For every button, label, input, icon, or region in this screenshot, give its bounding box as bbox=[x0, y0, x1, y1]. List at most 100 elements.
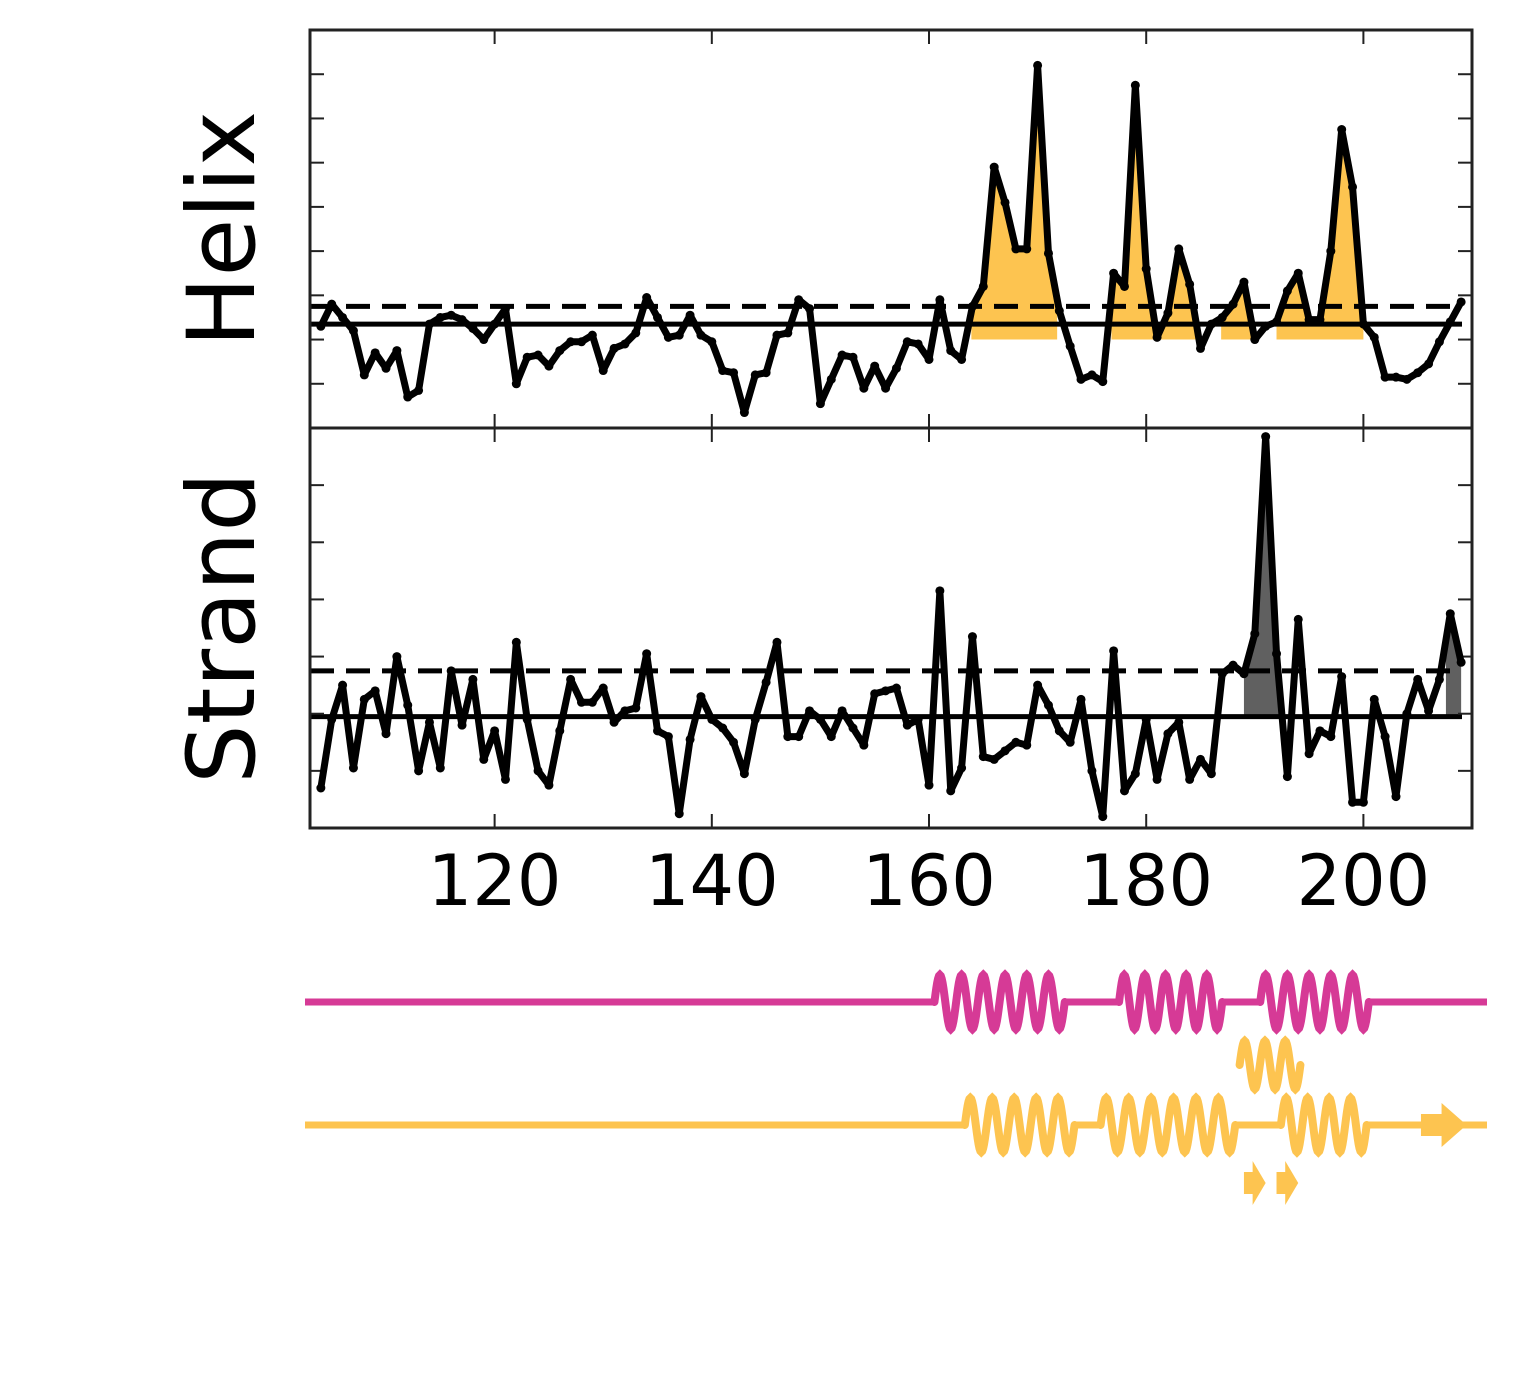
data-point bbox=[1272, 317, 1282, 327]
data-point bbox=[1282, 772, 1292, 782]
data-point bbox=[1413, 368, 1423, 378]
data-point bbox=[1174, 717, 1184, 727]
data-point bbox=[848, 352, 858, 362]
data-point bbox=[957, 354, 967, 364]
data-point bbox=[750, 370, 760, 380]
data-point bbox=[870, 361, 880, 371]
data-point bbox=[1424, 706, 1434, 716]
data-point bbox=[1196, 754, 1206, 764]
data-point bbox=[739, 769, 749, 779]
data-point bbox=[544, 361, 554, 371]
data-point bbox=[1337, 672, 1347, 682]
data-point bbox=[826, 732, 836, 742]
data-point bbox=[761, 368, 771, 378]
data-point bbox=[1196, 343, 1206, 353]
data-point bbox=[696, 692, 706, 702]
x-tick-label: 140 bbox=[645, 840, 779, 922]
data-point bbox=[707, 337, 717, 347]
data-point bbox=[1217, 669, 1227, 679]
data-point bbox=[1033, 680, 1043, 690]
data-point bbox=[457, 720, 467, 730]
data-point bbox=[1239, 669, 1249, 679]
data-point bbox=[1250, 335, 1260, 345]
data-point bbox=[1402, 374, 1412, 384]
data-point bbox=[1141, 264, 1151, 274]
data-point bbox=[783, 732, 793, 742]
data-point bbox=[468, 674, 478, 684]
data-point bbox=[913, 714, 923, 724]
data-point bbox=[1250, 629, 1260, 639]
helix bbox=[1115, 969, 1227, 1035]
data-point bbox=[1054, 306, 1064, 316]
data-point bbox=[729, 737, 739, 747]
data-point bbox=[1000, 197, 1010, 207]
data-point bbox=[327, 299, 337, 309]
data-point bbox=[1119, 786, 1129, 796]
data-point bbox=[685, 734, 695, 744]
data-point bbox=[707, 714, 717, 724]
data-point bbox=[555, 346, 565, 356]
data-point bbox=[566, 337, 576, 347]
x-tick-label: 200 bbox=[1297, 840, 1431, 922]
data-point bbox=[1369, 332, 1379, 342]
data-point bbox=[1261, 432, 1271, 442]
data-point bbox=[587, 330, 597, 340]
data-point bbox=[978, 752, 988, 762]
data-point bbox=[1000, 746, 1010, 756]
data-point bbox=[1065, 341, 1075, 351]
data-point bbox=[1174, 244, 1184, 254]
data-point bbox=[522, 352, 532, 362]
data-point bbox=[446, 310, 456, 320]
data-point bbox=[1315, 726, 1325, 736]
data-point bbox=[587, 697, 597, 707]
data-point bbox=[1022, 244, 1032, 254]
data-point bbox=[1348, 797, 1358, 807]
y-axis-label: Strand bbox=[168, 472, 277, 784]
helix bbox=[930, 969, 1069, 1035]
data-point bbox=[1272, 649, 1282, 659]
data-point bbox=[609, 717, 619, 727]
data-point bbox=[1033, 60, 1043, 70]
data-point bbox=[1380, 372, 1390, 382]
data-point bbox=[370, 348, 380, 358]
helix bbox=[1256, 969, 1373, 1035]
data-point bbox=[978, 281, 988, 291]
data-point bbox=[891, 363, 901, 373]
data-point bbox=[946, 786, 956, 796]
data-point bbox=[957, 763, 967, 773]
data-point bbox=[1022, 740, 1032, 750]
data-point bbox=[642, 649, 652, 659]
data-point bbox=[1358, 319, 1368, 329]
data-line bbox=[317, 433, 1465, 821]
data-point bbox=[794, 732, 804, 742]
data-point bbox=[859, 740, 869, 750]
data-point bbox=[490, 319, 500, 329]
data-point bbox=[511, 637, 521, 647]
data-point bbox=[500, 774, 510, 784]
data-point bbox=[1445, 317, 1455, 327]
data-point bbox=[381, 363, 391, 373]
data-point bbox=[902, 337, 912, 347]
data-point bbox=[555, 726, 565, 736]
data-point bbox=[837, 350, 847, 360]
data-point bbox=[1043, 248, 1053, 258]
data-point bbox=[815, 714, 825, 724]
data-point bbox=[718, 723, 728, 733]
data-point bbox=[1087, 370, 1097, 380]
data-point bbox=[663, 332, 673, 342]
strand-arrow bbox=[1276, 1161, 1299, 1205]
data-point bbox=[1293, 268, 1303, 278]
data-point bbox=[1011, 737, 1021, 747]
data-point bbox=[414, 766, 424, 776]
data-point bbox=[316, 783, 326, 793]
data-point bbox=[967, 632, 977, 642]
data-point bbox=[772, 637, 782, 647]
data-point bbox=[348, 326, 358, 336]
data-point bbox=[457, 315, 467, 325]
data-point bbox=[598, 366, 608, 376]
data-point bbox=[370, 686, 380, 696]
data-point bbox=[424, 717, 434, 727]
data-point bbox=[1206, 319, 1216, 329]
data-point bbox=[805, 706, 815, 716]
data-point bbox=[1163, 729, 1173, 739]
